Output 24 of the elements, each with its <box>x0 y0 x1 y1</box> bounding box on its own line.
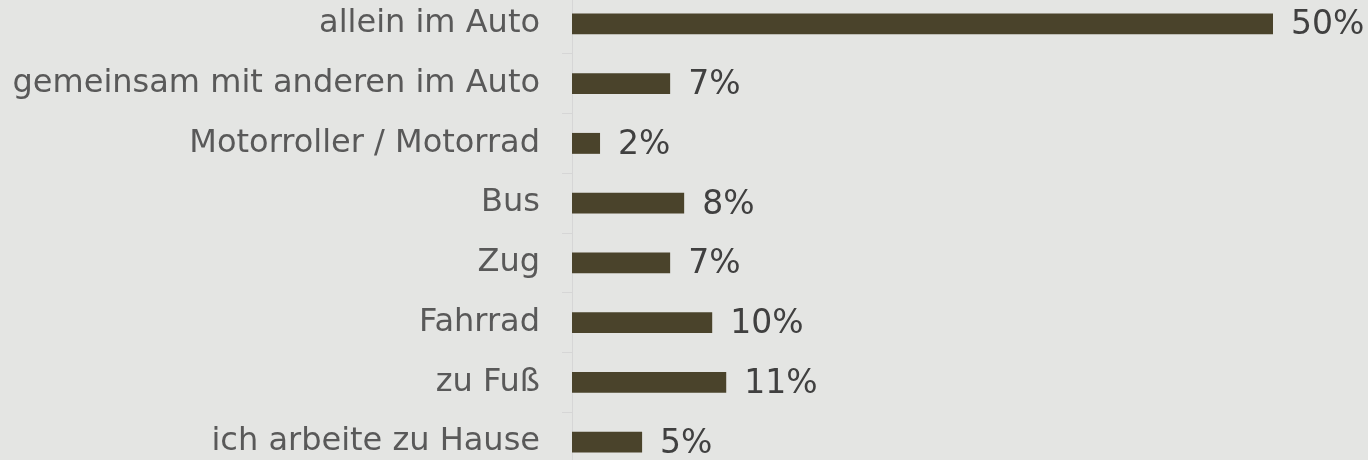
y-tick-label: zu Fuß <box>435 360 540 399</box>
data-label: 10% <box>730 302 804 342</box>
data-label: 7% <box>688 242 741 282</box>
data-label: 7% <box>688 63 741 103</box>
data-label: 5% <box>660 421 713 460</box>
bar <box>572 371 727 393</box>
bar <box>572 192 685 214</box>
bar <box>572 252 671 274</box>
y-tick-label: Zug <box>477 241 540 280</box>
y-tick-label: Motorroller / Motorrad <box>189 121 540 160</box>
bar <box>572 312 713 334</box>
data-label: 2% <box>618 122 671 162</box>
data-label: 8% <box>702 182 755 222</box>
y-tick-label: allein im Auto <box>319 2 540 41</box>
y-tick-label: gemeinsam mit anderen im Auto <box>12 61 540 100</box>
y-tick-label: Fahrrad <box>418 300 540 339</box>
data-label: 50% <box>1291 3 1365 43</box>
y-tick-label: ich arbeite zu Hause <box>211 420 540 459</box>
bar <box>572 431 643 453</box>
y-tick-label: Bus <box>481 181 540 220</box>
bar <box>572 132 601 154</box>
bar <box>572 73 671 95</box>
bar <box>572 13 1273 35</box>
data-label: 11% <box>744 361 818 401</box>
